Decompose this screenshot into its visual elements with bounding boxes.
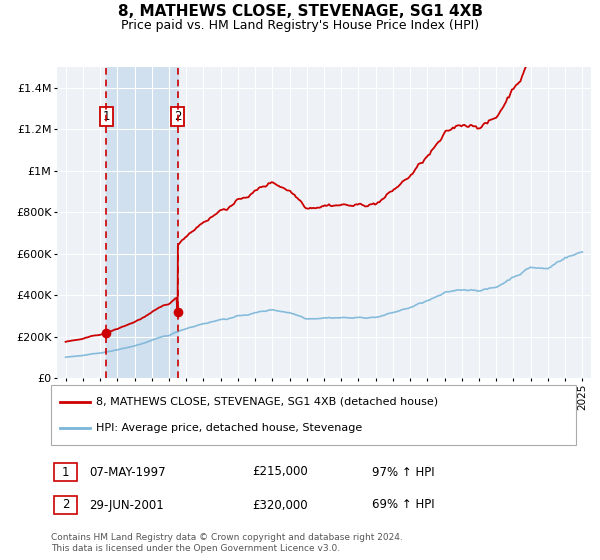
Text: £320,000: £320,000 bbox=[252, 498, 308, 511]
Text: 2: 2 bbox=[174, 110, 181, 123]
Text: 1: 1 bbox=[62, 465, 69, 478]
Text: 8, MATHEWS CLOSE, STEVENAGE, SG1 4XB (detached house): 8, MATHEWS CLOSE, STEVENAGE, SG1 4XB (de… bbox=[96, 396, 438, 407]
Text: 2: 2 bbox=[62, 498, 69, 511]
Text: 69% ↑ HPI: 69% ↑ HPI bbox=[372, 498, 434, 511]
Text: 29-JUN-2001: 29-JUN-2001 bbox=[89, 498, 164, 511]
Text: 07-MAY-1997: 07-MAY-1997 bbox=[89, 465, 166, 478]
Text: 97% ↑ HPI: 97% ↑ HPI bbox=[372, 465, 434, 478]
Text: HPI: Average price, detached house, Stevenage: HPI: Average price, detached house, Stev… bbox=[96, 423, 362, 433]
Text: Contains HM Land Registry data © Crown copyright and database right 2024.
This d: Contains HM Land Registry data © Crown c… bbox=[51, 533, 403, 553]
Text: £215,000: £215,000 bbox=[252, 465, 308, 478]
Text: Price paid vs. HM Land Registry's House Price Index (HPI): Price paid vs. HM Land Registry's House … bbox=[121, 19, 479, 32]
Text: 1: 1 bbox=[103, 110, 110, 123]
Text: 8, MATHEWS CLOSE, STEVENAGE, SG1 4XB: 8, MATHEWS CLOSE, STEVENAGE, SG1 4XB bbox=[118, 4, 482, 19]
Bar bbox=[106, 67, 178, 378]
